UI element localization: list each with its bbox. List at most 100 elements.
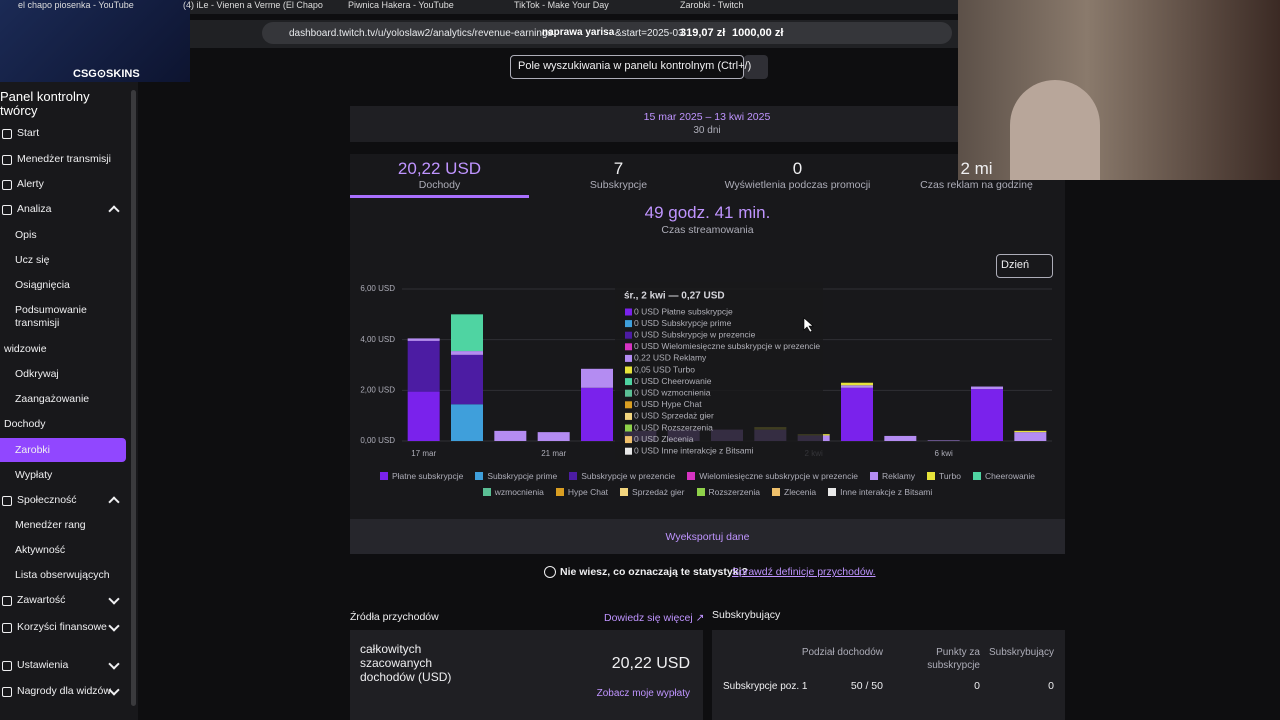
help-link[interactable]: Sprawdź definicje przychodów. — [732, 566, 876, 578]
sidebar-item[interactable]: Menedżer transmisji — [17, 153, 111, 165]
help-icon — [544, 566, 556, 578]
url-field — [262, 22, 952, 44]
table-header: Punkty za subskrypcje — [927, 647, 980, 671]
sidebar-item[interactable]: Ucz się — [15, 254, 50, 266]
legend-item[interactable]: Zlecenia — [772, 487, 816, 497]
table-header: Subskrybujący — [988, 647, 1054, 658]
sidebar — [0, 82, 138, 720]
browser-tab[interactable]: Zarobki - Twitch — [680, 0, 744, 10]
legend-label: Sprzedaż gier — [632, 487, 685, 497]
legend-label: Subskrypcje prime — [487, 471, 558, 481]
sidebar-item[interactable]: Wypłaty — [15, 469, 53, 481]
sidebar-item[interactable]: widzowie — [4, 343, 47, 355]
sidebar-item[interactable]: Zarobki — [15, 444, 51, 456]
search-placeholder[interactable]: Pole wyszukiwania w panelu kontrolnym (C… — [518, 60, 752, 72]
table-cell: 50 / 50 — [850, 680, 883, 692]
legend-label: Cheerowanie — [984, 471, 1036, 481]
browser-tab[interactable]: (4) iLe - Vienen a Verme (El Chapo So — [183, 0, 323, 10]
date-panel — [350, 106, 1065, 142]
legend-item[interactable]: Inne interakcje z Bitsami — [828, 487, 932, 497]
sidebar-item[interactable]: Korzyści finansowe — [17, 621, 107, 633]
revenue-more[interactable]: Dowiedz się więcej ↗ — [604, 612, 705, 624]
sidebar-item[interactable]: Osiągnięcia — [15, 279, 70, 291]
sidebar-item[interactable]: Menedżer rang — [15, 519, 86, 531]
sidebar-item[interactable]: Opis — [15, 229, 37, 241]
sidebar-scrollbar — [131, 90, 136, 706]
date-range: 15 mar 2025 – 13 kwi 2025 — [643, 111, 771, 123]
legend-item[interactable]: Hype Chat — [555, 487, 608, 497]
revenue-value: 20,22 USD — [611, 655, 690, 672]
nav-icon — [2, 155, 12, 165]
stat-label: Czas reklam na godzinę — [920, 179, 1033, 191]
sidebar-item[interactable]: Nagrody dla widzów — [17, 685, 111, 697]
table-cell: 0 — [1048, 680, 1054, 692]
nav-icon — [2, 687, 12, 697]
sidebar-item[interactable]: Dochody — [4, 418, 46, 430]
stat-value[interactable]: 7 — [613, 159, 624, 178]
legend-item[interactable]: Płatne subskrypcje — [379, 471, 464, 481]
stat-label: Dochody — [418, 179, 461, 191]
legend-label: Płatne subskrypcje — [391, 471, 464, 481]
legend-swatch — [927, 472, 936, 480]
stat-label: Czas streamowania — [661, 224, 754, 236]
sidebar-item[interactable]: Ustawienia — [17, 659, 69, 671]
legend-item[interactable]: Turbo — [927, 471, 961, 481]
legend-swatch — [828, 488, 837, 496]
sidebar-item[interactable]: Podsumowanie transmisji — [15, 304, 87, 329]
revenue-payouts[interactable]: Zobacz moje wypłaty — [596, 688, 690, 699]
legend-item[interactable]: Rozszerzenia — [696, 487, 760, 497]
legend-item[interactable]: Subskrypcje prime — [475, 471, 557, 481]
legend-swatch — [379, 472, 388, 480]
sidebar-item[interactable]: Zaangażowanie — [15, 393, 90, 405]
nav-icon — [2, 180, 12, 190]
sidebar-item[interactable]: Start — [17, 127, 40, 139]
nav-icon — [2, 496, 12, 506]
sidebar-item[interactable]: Alerty — [17, 178, 44, 190]
legend-label: Inne interakcje z Bitsami — [840, 487, 933, 497]
active-stat-underline — [350, 195, 529, 198]
browser-tab[interactable]: TikTok - Make Your Day — [514, 0, 609, 10]
search-button[interactable] — [744, 55, 768, 79]
revenue-title: Źródła przychodów — [350, 611, 439, 623]
export[interactable]: Wyeksportuj dane — [665, 531, 750, 543]
search-box[interactable] — [510, 55, 744, 79]
stat-label: Subskrypcje — [589, 179, 648, 191]
sidebar-item[interactable]: Odkrywaj — [15, 368, 59, 380]
nav-icon — [2, 129, 12, 139]
sidebar-item[interactable]: Analiza — [17, 203, 52, 215]
date-days: 30 dni — [693, 125, 721, 136]
goal-current: 319,07 zł — [680, 27, 726, 39]
stat-value[interactable]: 49 godz. 41 min. — [644, 203, 771, 222]
stat-value[interactable]: 0 — [792, 159, 803, 178]
sidebar-item[interactable]: Zawartość — [17, 594, 66, 606]
stat-value[interactable]: 20,22 USD — [397, 159, 482, 178]
legend-item[interactable]: Cheerowanie — [972, 471, 1036, 481]
period-text[interactable]: Dzień — [1001, 259, 1030, 271]
stat-value[interactable]: 2 mi — [960, 159, 993, 178]
revenue-label: całkowitych szacowanych dochodów (USD) — [360, 642, 452, 684]
legend-item[interactable]: wzmocnienia — [482, 487, 544, 497]
webcam-left — [0, 0, 190, 82]
browser-tab[interactable]: el chapo piosenka - YouTube — [18, 0, 134, 10]
legend-swatch — [696, 488, 705, 496]
legend-item[interactable]: Wielomiesięczne subskrypcje w prezencie — [687, 471, 858, 481]
person-silhouette — [1010, 80, 1100, 180]
url: dashboard.twitch.tv/u/yoloslaw2/analytic… — [289, 28, 553, 39]
legend-swatch — [620, 488, 629, 496]
sidebar-item[interactable]: Lista obserwujących — [15, 569, 110, 581]
browser-tab[interactable]: Piwnica Hakera - YouTube — [348, 0, 454, 10]
legend-swatch — [869, 472, 878, 480]
active-item-bg[interactable] — [0, 438, 126, 462]
sidebar-item[interactable]: Aktywność — [15, 544, 66, 556]
legend-item[interactable]: Reklamy — [869, 471, 915, 481]
export-bar[interactable] — [350, 519, 1065, 554]
legend-swatch — [772, 488, 780, 496]
legend-label: Subskrypcje w prezencie — [581, 471, 676, 481]
period-select[interactable] — [996, 254, 1053, 278]
sidebar-item[interactable]: Społeczność — [17, 494, 77, 506]
nav-icon — [2, 623, 12, 633]
legend-item[interactable]: Sprzedaż gier — [620, 487, 685, 497]
legend-item[interactable]: Subskrypcje w prezencie — [569, 471, 675, 481]
legend-swatch — [475, 472, 484, 480]
legend-label: wzmocnienia — [494, 487, 544, 497]
